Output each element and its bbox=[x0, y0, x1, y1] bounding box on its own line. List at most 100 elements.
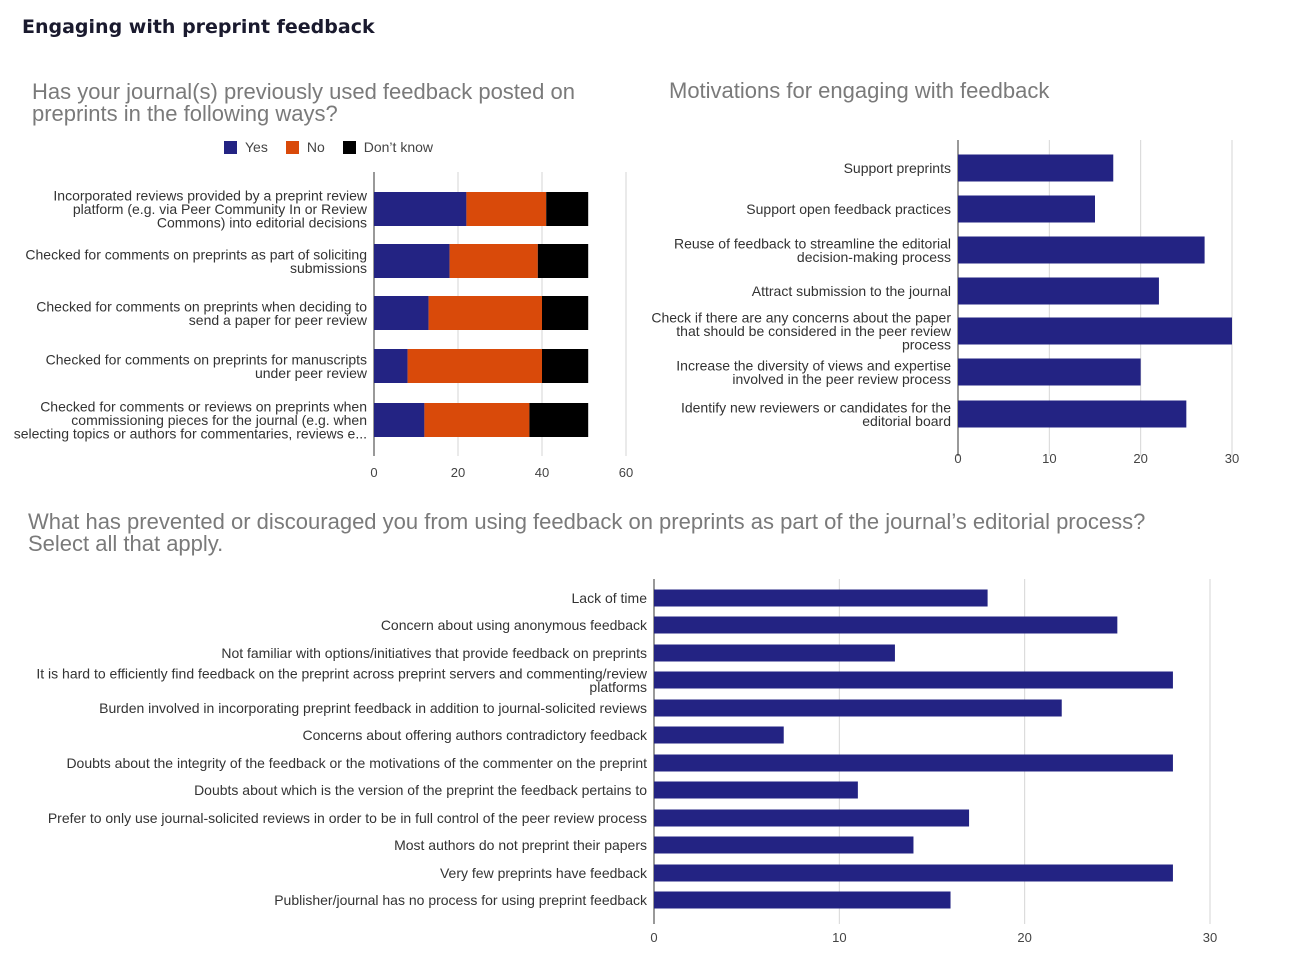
chart3-category-label: Prefer to only use journal-solicited rev… bbox=[48, 810, 647, 826]
chart1-title: Has your journal(s) previously used feed… bbox=[32, 81, 575, 125]
chart1-bar-don-t-know bbox=[537, 244, 589, 278]
chart1-bar-don-t-know bbox=[542, 296, 589, 330]
chart1-category-label: commissioning pieces for the journal (e.… bbox=[71, 412, 367, 428]
chart3-category-label: Very few preprints have feedback bbox=[440, 865, 648, 881]
chart3-title: What has prevented or discouraged you fr… bbox=[28, 511, 1145, 555]
chart2-title-line: Motivations for engaging with feedback bbox=[669, 78, 1050, 103]
chart1-bar-no bbox=[424, 403, 530, 437]
chart2-category-label: Increase the diversity of views and expe… bbox=[676, 357, 951, 373]
legend-label-yes: Yes bbox=[245, 139, 268, 155]
chart2-bar bbox=[958, 277, 1159, 305]
chart2-category-label: Identify new reviewers or candidates for… bbox=[681, 399, 951, 415]
chart2-category-label: Reuse of feedback to streamline the edit… bbox=[674, 235, 951, 251]
legend-item-yes[interactable]: Yes bbox=[224, 139, 268, 155]
chart1-x-tick-label: 60 bbox=[619, 465, 633, 480]
chart3-category-label: Concerns about offering authors contradi… bbox=[302, 727, 648, 743]
chart2-bar bbox=[958, 358, 1141, 386]
legend-swatch-yes bbox=[224, 140, 237, 154]
chart3-bar bbox=[654, 864, 1173, 882]
chart3-category-label: Burden involved in incorporating preprin… bbox=[99, 700, 647, 716]
chart3-category-label: It is hard to efficiently find feedback … bbox=[36, 665, 647, 681]
chart1-bar-yes bbox=[374, 244, 450, 278]
chart3-category-label: Publisher/journal has no process for usi… bbox=[274, 892, 648, 908]
chart3-category-label: platforms bbox=[589, 679, 647, 695]
chart3-bar bbox=[654, 726, 784, 744]
chart3-category-label: Doubts about which is the version of the… bbox=[194, 782, 647, 798]
chart1-category-label: Checked for comments on preprints as par… bbox=[25, 246, 367, 262]
chart2-category-label: involved in the peer review process bbox=[732, 371, 951, 387]
chart1-category-label: submissions bbox=[290, 260, 367, 276]
chart3-x-tick-label: 30 bbox=[1203, 930, 1217, 945]
chart2-category-label: Support preprints bbox=[844, 160, 951, 176]
chart2-title: Motivations for engaging with feedback bbox=[669, 80, 1049, 102]
chart1-title-line: preprints in the following ways? bbox=[32, 101, 338, 126]
chart3-bar bbox=[654, 781, 858, 799]
chart1-category-label: Checked for comments or reviews on prepr… bbox=[40, 399, 367, 415]
chart3-bar bbox=[654, 671, 1173, 689]
chart1-category-label: selecting topics or authors for commenta… bbox=[14, 426, 367, 442]
chart1-legend: Yes No Don’t know bbox=[224, 139, 433, 155]
chart2-category-label: Support open feedback practices bbox=[746, 201, 951, 217]
chart3-x-tick-label: 20 bbox=[1017, 930, 1031, 945]
chart1-category-label: under peer review bbox=[255, 365, 368, 381]
chart1-bar-yes bbox=[374, 192, 467, 226]
chart1-bar-yes bbox=[374, 403, 425, 437]
chart3-title-line: Select all that apply. bbox=[28, 531, 224, 556]
chart3-bar bbox=[654, 809, 970, 827]
chart2-x-tick-label: 10 bbox=[1042, 451, 1056, 466]
chart3-x-tick-label: 0 bbox=[650, 930, 657, 945]
chart1-category-label: Checked for comments on preprints when d… bbox=[36, 298, 367, 314]
chart2-category-label: editorial board bbox=[862, 413, 951, 429]
chart1-bar-no bbox=[466, 192, 547, 226]
chart1-bar-no bbox=[449, 244, 538, 278]
chart1-category-label: platform (e.g. via Peer Community In or … bbox=[73, 201, 368, 217]
chart3-bar bbox=[654, 754, 1173, 772]
chart2-bar bbox=[958, 236, 1205, 264]
chart2-x-tick-label: 30 bbox=[1225, 451, 1239, 466]
chart3-bar bbox=[654, 616, 1118, 634]
chart3-category-label: Doubts about the integrity of the feedba… bbox=[66, 755, 647, 771]
chart2-x-tick-label: 0 bbox=[954, 451, 961, 466]
legend-item-dont-know[interactable]: Don’t know bbox=[342, 139, 434, 155]
chart2-bar bbox=[958, 317, 1232, 345]
chart3-bar bbox=[654, 699, 1062, 717]
legend-swatch-dont-know bbox=[342, 140, 356, 154]
chart2-category-label: decision-making process bbox=[797, 249, 951, 265]
chart1-bar-yes bbox=[374, 349, 408, 383]
chart3-category-label: Lack of time bbox=[572, 590, 648, 606]
chart3-bar bbox=[654, 644, 895, 662]
chart3-title-line: What has prevented or discouraged you fr… bbox=[28, 509, 1146, 534]
chart2-bar bbox=[958, 195, 1095, 223]
chart1-x-tick-label: 0 bbox=[370, 465, 377, 480]
chart3-bar bbox=[654, 891, 951, 909]
legend-item-no[interactable]: No bbox=[285, 139, 325, 155]
chart1-category-label: send a paper for peer review bbox=[189, 312, 368, 328]
chart1-bar-yes bbox=[374, 296, 429, 330]
chart3-category-label: Concern about using anonymous feedback bbox=[381, 617, 648, 633]
chart1-bar-don-t-know bbox=[529, 403, 589, 437]
chart2-category-label: that should be considered in the peer re… bbox=[676, 323, 952, 339]
chart3-bar bbox=[654, 589, 988, 607]
chart2-x-tick-label: 20 bbox=[1133, 451, 1147, 466]
chart1-title-line: Has your journal(s) previously used feed… bbox=[32, 79, 575, 104]
chart3-category-label: Not familiar with options/initiatives th… bbox=[221, 645, 647, 661]
chart1-bar-don-t-know bbox=[546, 192, 589, 226]
chart1-bar-no bbox=[428, 296, 542, 330]
chart1-bar-don-t-know bbox=[542, 349, 589, 383]
page-title: Engaging with preprint feedback bbox=[22, 16, 375, 38]
legend-label-dont-know: Don’t know bbox=[363, 139, 434, 155]
legend-swatch-no bbox=[285, 140, 299, 154]
chart1-bar-no bbox=[407, 349, 542, 383]
chart1-category-label: Commons) into editorial decisions bbox=[157, 215, 367, 231]
chart1-x-tick-label: 20 bbox=[451, 465, 465, 480]
legend-label-no: No bbox=[306, 139, 325, 155]
chart3-bar bbox=[654, 836, 914, 854]
chart2-bar bbox=[958, 154, 1114, 182]
chart1-x-tick-label: 40 bbox=[535, 465, 549, 480]
chart2-category-label: process bbox=[902, 337, 951, 353]
chart1-category-label: Incorporated reviews provided by a prepr… bbox=[53, 188, 367, 204]
chart3-x-tick-label: 10 bbox=[832, 930, 846, 945]
chart1-category-label: Checked for comments on preprints for ma… bbox=[46, 351, 367, 367]
chart3-category-label: Most authors do not preprint their paper… bbox=[394, 837, 647, 853]
